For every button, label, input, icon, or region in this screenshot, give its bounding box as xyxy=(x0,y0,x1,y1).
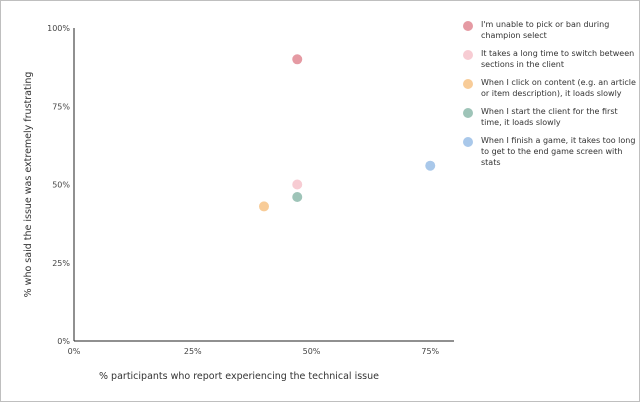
legend-swatch xyxy=(463,21,473,31)
scatter-chart: 0% 25% 50% 75% 0% 25% 50% 75% 100% % participant… xyxy=(23,24,454,382)
legend-item: When I click on content (e.g. an article… xyxy=(461,77,636,99)
y-axis-title: % who said the issue was extremely frust… xyxy=(23,72,34,298)
x-tick-label: 0% xyxy=(68,347,81,356)
legend-item: When I start the client for the first ti… xyxy=(461,106,636,128)
legend-swatch xyxy=(463,50,473,60)
legend-item: When I finish a game, it takes too long … xyxy=(461,135,636,168)
legend-label: When I click on content (e.g. an article… xyxy=(481,78,636,98)
data-point xyxy=(292,54,303,65)
legend-swatch xyxy=(463,137,473,147)
y-tick-label: 0% xyxy=(57,337,70,346)
data-point xyxy=(259,201,269,212)
legend-label: It takes a long time to switch between s… xyxy=(481,49,635,69)
legend-label: I'm unable to pick or ban during champio… xyxy=(481,20,610,40)
data-points xyxy=(259,54,436,212)
y-tick-label: 75% xyxy=(52,102,70,111)
legend-label: When I finish a game, it takes too long … xyxy=(481,136,636,167)
tick-labels: 0% 25% 50% 75% 0% 25% 50% 75% 100% xyxy=(47,24,439,356)
data-point xyxy=(292,192,303,203)
data-point xyxy=(292,179,303,190)
x-tick-label: 75% xyxy=(421,347,439,356)
x-tick-label: 50% xyxy=(303,347,321,356)
y-tick-label: 50% xyxy=(52,181,70,190)
data-point xyxy=(425,160,436,171)
legend-item: It takes a long time to switch between s… xyxy=(461,48,636,70)
legend-label: When I start the client for the first ti… xyxy=(481,107,618,127)
axes xyxy=(73,28,454,342)
legend: I'm unable to pick or ban during champio… xyxy=(461,19,636,175)
x-axis-title: % participants who report experiencing t… xyxy=(99,371,379,382)
legend-item: I'm unable to pick or ban during champio… xyxy=(461,19,636,41)
legend-swatch xyxy=(463,79,473,89)
legend-swatch xyxy=(463,108,473,118)
y-tick-label: 25% xyxy=(52,259,70,268)
x-tick-label: 25% xyxy=(184,347,202,356)
y-tick-label: 100% xyxy=(47,24,70,33)
